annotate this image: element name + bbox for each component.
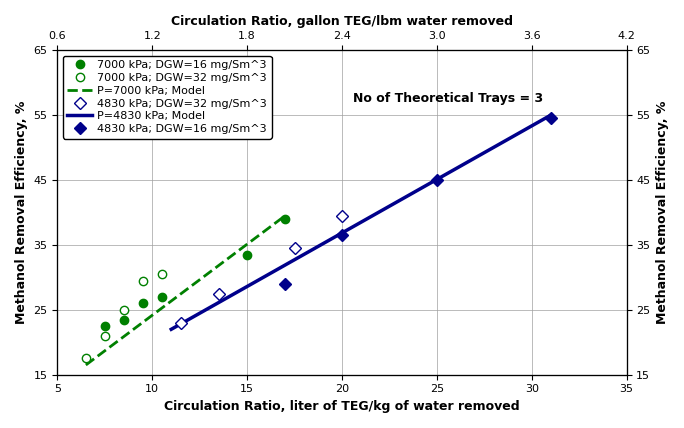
7000 kPa; DGW=32 mg/Sm^3 (157, 272, 166, 277)
7000 kPa; DGW=16 mg/Sm^3 (157, 294, 166, 300)
7000 kPa; DGW=32 mg/Sm^3 (139, 278, 147, 283)
4830 kPa; DGW=16 mg/Sm^3 (433, 178, 441, 183)
4830 kPa; DGW=16 mg/Sm^3 (338, 233, 346, 238)
Line: P=4830 kPa; Model: P=4830 kPa; Model (171, 115, 551, 329)
7000 kPa; DGW=32 mg/Sm^3 (101, 333, 109, 339)
Line: 4830 kPa; DGW=16 mg/Sm^3: 4830 kPa; DGW=16 mg/Sm^3 (281, 114, 555, 288)
7000 kPa; DGW=16 mg/Sm^3 (120, 317, 128, 322)
X-axis label: Circulation Ratio, gallon TEG/lbm water removed: Circulation Ratio, gallon TEG/lbm water … (171, 15, 513, 28)
Y-axis label: Methanol Removal Efficiency, %: Methanol Removal Efficiency, % (656, 101, 669, 324)
4830 kPa; DGW=32 mg/Sm^3 (291, 246, 299, 251)
Legend: 7000 kPa; DGW=16 mg/Sm^3, 7000 kPa; DGW=32 mg/Sm^3, P=7000 kPa; Model, 4830 kPa;: 7000 kPa; DGW=16 mg/Sm^3, 7000 kPa; DGW=… (63, 56, 272, 139)
4830 kPa; DGW=16 mg/Sm^3 (547, 116, 555, 121)
7000 kPa; DGW=16 mg/Sm^3 (243, 252, 251, 257)
7000 kPa; DGW=16 mg/Sm^3 (101, 324, 109, 329)
P=4830 kPa; Model (547, 113, 555, 118)
7000 kPa; DGW=16 mg/Sm^3 (139, 301, 147, 306)
P=4830 kPa; Model (167, 327, 175, 332)
7000 kPa; DGW=32 mg/Sm^3 (120, 307, 128, 312)
P=7000 kPa; Model (82, 363, 90, 368)
4830 kPa; DGW=32 mg/Sm^3 (215, 291, 223, 296)
Line: 7000 kPa; DGW=32 mg/Sm^3: 7000 kPa; DGW=32 mg/Sm^3 (81, 270, 166, 363)
7000 kPa; DGW=32 mg/Sm^3 (82, 356, 90, 361)
P=7000 kPa; Model (281, 213, 289, 218)
Y-axis label: Methanol Removal Efficiency, %: Methanol Removal Efficiency, % (15, 101, 28, 324)
Line: P=7000 kPa; Model: P=7000 kPa; Model (86, 216, 285, 365)
7000 kPa; DGW=16 mg/Sm^3 (281, 217, 289, 222)
4830 kPa; DGW=32 mg/Sm^3 (176, 320, 185, 325)
Line: 4830 kPa; DGW=32 mg/Sm^3: 4830 kPa; DGW=32 mg/Sm^3 (176, 211, 346, 327)
4830 kPa; DGW=16 mg/Sm^3 (281, 281, 289, 286)
Text: No of Theoretical Trays = 3: No of Theoretical Trays = 3 (354, 92, 544, 105)
Line: 7000 kPa; DGW=16 mg/Sm^3: 7000 kPa; DGW=16 mg/Sm^3 (101, 215, 289, 330)
4830 kPa; DGW=32 mg/Sm^3 (338, 213, 346, 218)
X-axis label: Circulation Ratio, liter of TEG/kg of water removed: Circulation Ratio, liter of TEG/kg of wa… (164, 400, 520, 413)
